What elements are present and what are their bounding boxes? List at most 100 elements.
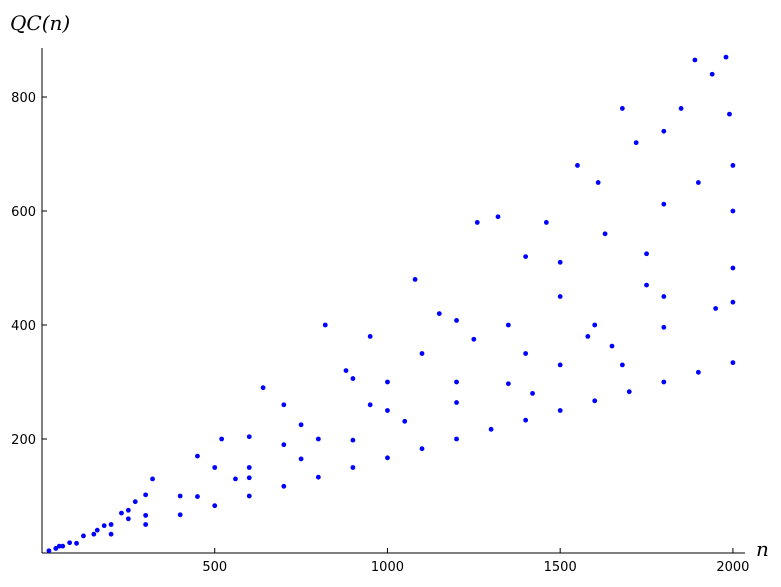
point [315, 474, 321, 480]
point [557, 408, 563, 413]
point [385, 455, 390, 461]
point [723, 54, 729, 60]
point [661, 294, 667, 299]
point [419, 446, 425, 452]
point [619, 106, 625, 111]
point [644, 251, 649, 257]
x-tick-label: 1000 [371, 560, 404, 575]
point [730, 163, 736, 168]
point [246, 475, 252, 481]
point [108, 522, 114, 527]
point [108, 531, 114, 537]
point [94, 527, 100, 533]
point [281, 483, 287, 489]
x-tick-label: 2000 [716, 560, 749, 575]
point [661, 324, 667, 330]
point [488, 426, 494, 432]
point [454, 400, 459, 405]
point [678, 106, 684, 111]
point [367, 402, 373, 408]
point [177, 493, 183, 499]
point [471, 336, 477, 342]
point [246, 434, 252, 440]
point [367, 334, 373, 339]
x-axis-label: n [756, 537, 769, 561]
point [523, 351, 529, 356]
point [575, 163, 580, 168]
point [505, 322, 511, 328]
point [709, 71, 715, 77]
point [495, 214, 501, 220]
point [661, 128, 667, 134]
point [91, 531, 97, 537]
point [557, 294, 563, 299]
point [695, 369, 701, 375]
point [436, 311, 442, 317]
point [46, 548, 52, 554]
point [233, 476, 238, 482]
point [350, 437, 356, 443]
point [592, 398, 598, 404]
point [727, 111, 732, 117]
point [125, 507, 131, 513]
point [219, 436, 225, 442]
point [60, 543, 66, 549]
point [602, 231, 608, 237]
point [74, 540, 79, 546]
point [195, 494, 200, 499]
y-tick-label: 400 [11, 319, 36, 334]
x-tick-label: 1500 [544, 560, 577, 575]
point [730, 265, 736, 271]
point [385, 379, 390, 385]
point [585, 334, 591, 339]
point [56, 543, 62, 549]
point [119, 510, 124, 516]
point [419, 351, 425, 356]
point [281, 442, 287, 448]
point [592, 322, 598, 328]
y-tick-label: 200 [11, 433, 36, 448]
point [67, 540, 73, 546]
point [260, 385, 266, 391]
point [692, 57, 698, 63]
point [350, 465, 356, 470]
point [150, 476, 155, 482]
point [557, 362, 563, 368]
point [101, 523, 107, 529]
point [644, 282, 649, 288]
point [298, 456, 304, 462]
point [212, 503, 218, 509]
point [298, 422, 304, 428]
point [523, 254, 529, 260]
point [143, 492, 149, 498]
point [53, 546, 59, 551]
point [523, 417, 529, 423]
point [177, 512, 183, 518]
point [143, 522, 149, 527]
point [730, 360, 736, 366]
point [385, 408, 390, 413]
point [474, 220, 480, 225]
y-tick-label: 600 [11, 205, 36, 220]
x-tick-label: 500 [202, 560, 227, 575]
point [595, 180, 601, 185]
point [402, 418, 408, 424]
point [626, 389, 632, 395]
point [454, 379, 459, 385]
y-axis-label: QC(n) [10, 11, 70, 35]
point [246, 493, 252, 499]
point [281, 402, 287, 408]
point [530, 391, 535, 396]
point [713, 306, 719, 311]
point [343, 368, 349, 374]
point [412, 277, 418, 282]
point [212, 465, 218, 470]
point [661, 201, 667, 207]
point [81, 533, 86, 539]
point [730, 299, 736, 305]
point [505, 381, 511, 387]
point [557, 259, 563, 265]
point [322, 322, 328, 328]
point [246, 465, 252, 470]
